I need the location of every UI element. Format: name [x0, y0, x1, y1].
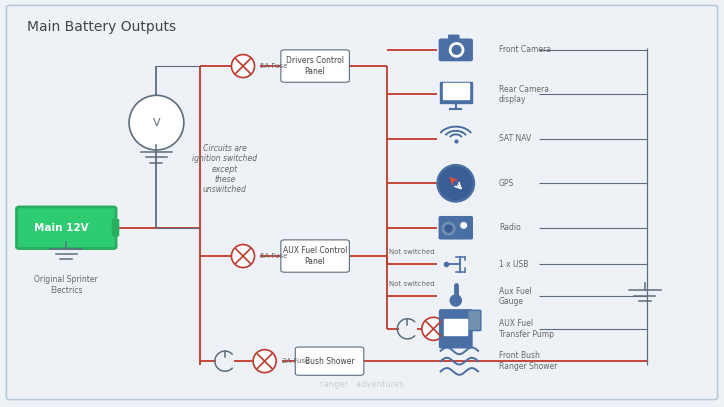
Ellipse shape: [232, 245, 255, 267]
FancyBboxPatch shape: [449, 35, 459, 41]
Text: Not switched: Not switched: [390, 249, 435, 255]
Ellipse shape: [439, 167, 472, 200]
Ellipse shape: [232, 55, 255, 78]
Text: AUX Fuel
Transfer Pump: AUX Fuel Transfer Pump: [499, 319, 554, 339]
Ellipse shape: [450, 43, 463, 57]
Ellipse shape: [437, 164, 474, 202]
Text: Not switched: Not switched: [390, 281, 435, 287]
Ellipse shape: [253, 350, 276, 373]
FancyBboxPatch shape: [295, 347, 363, 375]
Text: 1 x USB: 1 x USB: [499, 260, 529, 269]
Text: Circuits are
ignition switched
except
these
unswitched: Circuits are ignition switched except th…: [193, 144, 258, 195]
FancyBboxPatch shape: [439, 39, 472, 61]
FancyBboxPatch shape: [468, 310, 481, 330]
FancyBboxPatch shape: [281, 50, 350, 82]
Text: Drivers Control
Panel: Drivers Control Panel: [286, 56, 344, 76]
Text: SAT NAV: SAT NAV: [499, 134, 531, 143]
Text: 2A Fuse: 2A Fuse: [282, 358, 309, 364]
Ellipse shape: [450, 295, 461, 306]
Text: 5A Fuse: 5A Fuse: [261, 63, 287, 69]
Text: GPS: GPS: [499, 179, 514, 188]
FancyBboxPatch shape: [445, 319, 467, 335]
Text: Aux Fuel
Gauge: Aux Fuel Gauge: [499, 287, 532, 306]
FancyBboxPatch shape: [281, 240, 350, 272]
FancyBboxPatch shape: [7, 5, 717, 400]
Ellipse shape: [129, 95, 184, 150]
Ellipse shape: [445, 225, 452, 232]
Text: 5A Fuse: 5A Fuse: [261, 253, 287, 259]
Text: Original Sprinter
Electrics: Original Sprinter Electrics: [35, 275, 98, 295]
Text: Radio: Radio: [499, 223, 521, 232]
Ellipse shape: [461, 223, 466, 228]
FancyBboxPatch shape: [439, 310, 472, 348]
Text: V: V: [153, 118, 160, 128]
Text: AUX Fuel Control
Panel: AUX Fuel Control Panel: [283, 246, 348, 266]
Ellipse shape: [422, 317, 445, 340]
Text: ranger   adventures: ranger adventures: [320, 381, 404, 389]
Text: Front Camera: Front Camera: [499, 46, 551, 55]
FancyBboxPatch shape: [440, 82, 471, 103]
Text: Main 12V: Main 12V: [34, 223, 89, 233]
FancyBboxPatch shape: [442, 83, 469, 99]
Text: Rear Camera
display: Rear Camera display: [499, 85, 549, 104]
FancyBboxPatch shape: [17, 207, 116, 249]
FancyBboxPatch shape: [439, 217, 472, 239]
Text: Main Battery Outputs: Main Battery Outputs: [27, 20, 176, 34]
Text: Front Bush
Ranger Shower: Front Bush Ranger Shower: [499, 352, 557, 371]
FancyBboxPatch shape: [112, 220, 119, 236]
Text: Bush Shower: Bush Shower: [305, 357, 354, 365]
Text: 5A Fuse: 5A Fuse: [451, 326, 478, 332]
Ellipse shape: [452, 46, 461, 54]
Ellipse shape: [442, 222, 455, 235]
